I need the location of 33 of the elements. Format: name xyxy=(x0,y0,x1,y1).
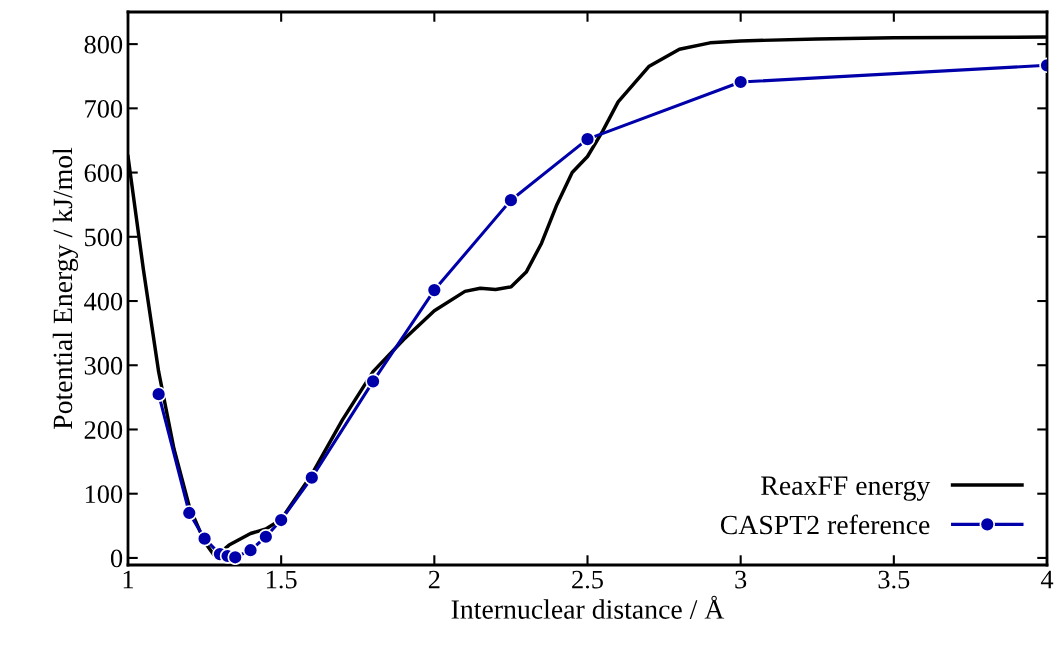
y-tick-label: 100 xyxy=(85,485,123,504)
point xyxy=(150,386,167,402)
point xyxy=(196,530,213,547)
y-tick-label: 700 xyxy=(85,99,123,118)
y-tick-label: 800 xyxy=(84,35,123,54)
y-tick-label: 200 xyxy=(84,421,123,439)
legend-label: CASPT2 reference xyxy=(720,514,930,535)
x-tick-label: 2.5 xyxy=(572,570,603,589)
point xyxy=(242,542,259,559)
point xyxy=(181,505,198,521)
y-axis-title: Potential Energy / kJ/mol xyxy=(52,147,78,430)
x-tick-label: 3 xyxy=(735,570,747,589)
x-tick-label: 3.5 xyxy=(878,570,910,589)
point xyxy=(273,512,289,528)
x-tick-label: 1.5 xyxy=(267,570,297,589)
point xyxy=(579,131,596,147)
x-tick-label: 2 xyxy=(428,570,440,589)
point xyxy=(304,469,320,486)
legend-label: ReaxFF energy xyxy=(761,476,931,501)
x-tick-label: 4 xyxy=(1040,570,1054,589)
y-tick-label: 500 xyxy=(85,228,123,247)
x-axis-title: Internuclear distance / Å xyxy=(451,595,725,619)
point xyxy=(258,528,274,545)
y-tick-label: 300 xyxy=(84,356,123,375)
y-tick-label: 600 xyxy=(84,164,123,182)
point xyxy=(503,192,519,208)
point xyxy=(732,74,749,90)
x-tick-label: 1 xyxy=(123,570,134,589)
point xyxy=(426,282,443,298)
y-tick-label: 400 xyxy=(84,292,123,311)
point xyxy=(365,373,381,390)
point xyxy=(227,549,243,565)
y-tick-label: 0 xyxy=(110,549,123,568)
